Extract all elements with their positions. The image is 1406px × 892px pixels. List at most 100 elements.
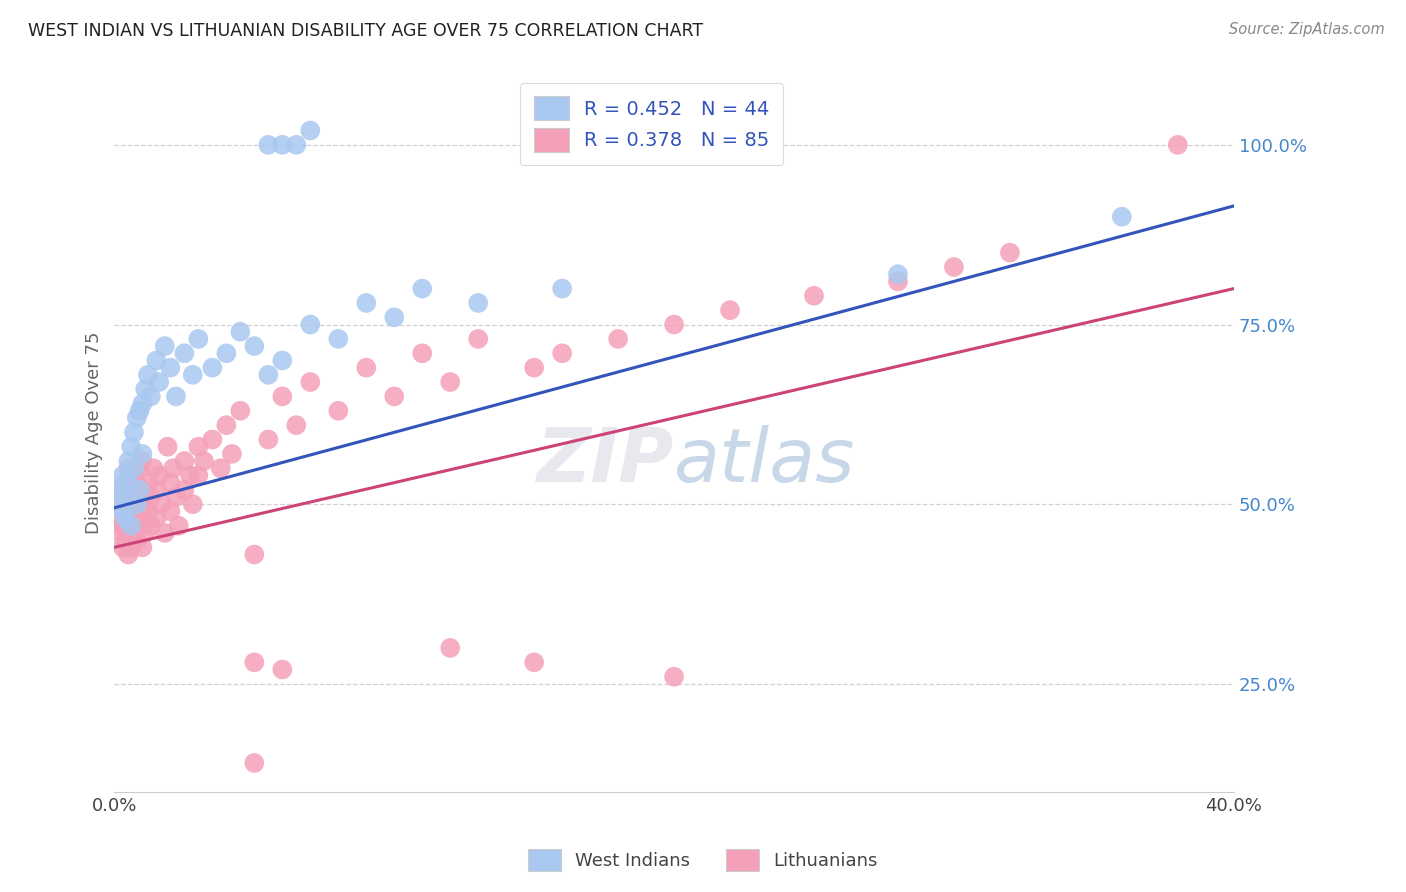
Point — [887, 267, 910, 281]
Point — [165, 389, 187, 403]
Point — [299, 318, 322, 332]
Point — [122, 425, 145, 440]
Point — [139, 490, 162, 504]
Point — [165, 490, 187, 504]
Point — [120, 440, 142, 454]
Point — [108, 483, 131, 497]
Text: WEST INDIAN VS LITHUANIAN DISABILITY AGE OVER 75 CORRELATION CHART: WEST INDIAN VS LITHUANIAN DISABILITY AGE… — [28, 22, 703, 40]
Point — [215, 346, 238, 360]
Point — [122, 497, 145, 511]
Point — [662, 318, 685, 332]
Point — [128, 483, 150, 497]
Point — [125, 411, 148, 425]
Point — [125, 475, 148, 490]
Point — [215, 418, 238, 433]
Point — [285, 137, 308, 152]
Point — [114, 533, 136, 548]
Point — [159, 475, 181, 490]
Point — [1111, 210, 1133, 224]
Point — [125, 533, 148, 548]
Point — [439, 640, 461, 655]
Point — [120, 511, 142, 525]
Point — [467, 296, 489, 310]
Point — [111, 504, 134, 518]
Text: atlas: atlas — [673, 425, 855, 497]
Point — [120, 541, 142, 555]
Point — [108, 525, 131, 540]
Y-axis label: Disability Age Over 75: Disability Age Over 75 — [86, 331, 103, 533]
Point — [122, 525, 145, 540]
Point — [209, 461, 232, 475]
Point — [131, 511, 153, 525]
Point — [105, 511, 128, 525]
Point — [193, 454, 215, 468]
Point — [173, 483, 195, 497]
Point — [229, 325, 252, 339]
Point — [120, 483, 142, 497]
Point — [153, 339, 176, 353]
Point — [243, 756, 266, 770]
Point — [257, 137, 280, 152]
Point — [108, 497, 131, 511]
Point — [551, 346, 574, 360]
Text: ZIP: ZIP — [537, 425, 673, 498]
Point — [271, 137, 294, 152]
Point — [117, 548, 139, 562]
Point — [153, 525, 176, 540]
Point — [411, 346, 433, 360]
Point — [134, 497, 156, 511]
Point — [1167, 137, 1189, 152]
Point — [257, 433, 280, 447]
Point — [271, 663, 294, 677]
Point — [551, 282, 574, 296]
Point — [125, 497, 148, 511]
Point — [148, 468, 170, 483]
Point — [803, 289, 825, 303]
Point — [271, 389, 294, 403]
Point — [150, 497, 173, 511]
Point — [114, 475, 136, 490]
Point — [131, 483, 153, 497]
Point — [111, 490, 134, 504]
Point — [179, 468, 201, 483]
Point — [136, 368, 159, 382]
Point — [136, 504, 159, 518]
Point — [120, 518, 142, 533]
Point — [662, 670, 685, 684]
Point — [167, 518, 190, 533]
Point — [201, 433, 224, 447]
Text: Source: ZipAtlas.com: Source: ZipAtlas.com — [1229, 22, 1385, 37]
Point — [111, 518, 134, 533]
Point — [159, 504, 181, 518]
Point — [139, 389, 162, 403]
Point — [243, 656, 266, 670]
Point — [145, 511, 167, 525]
Point — [159, 360, 181, 375]
Point — [243, 548, 266, 562]
Point — [181, 497, 204, 511]
Point — [117, 461, 139, 475]
Point — [523, 656, 546, 670]
Point — [162, 461, 184, 475]
Point — [114, 490, 136, 504]
Point — [187, 440, 209, 454]
Point — [114, 504, 136, 518]
Point — [105, 497, 128, 511]
Point — [243, 339, 266, 353]
Point — [356, 296, 378, 310]
Point — [114, 511, 136, 525]
Point — [271, 353, 294, 368]
Point — [117, 490, 139, 504]
Point — [187, 468, 209, 483]
Point — [998, 245, 1021, 260]
Point — [131, 454, 153, 468]
Point — [136, 475, 159, 490]
Point — [142, 461, 165, 475]
Point — [382, 310, 405, 325]
Point — [139, 518, 162, 533]
Point — [299, 375, 322, 389]
Point — [299, 123, 322, 137]
Point — [134, 382, 156, 396]
Point — [887, 274, 910, 288]
Point — [134, 525, 156, 540]
